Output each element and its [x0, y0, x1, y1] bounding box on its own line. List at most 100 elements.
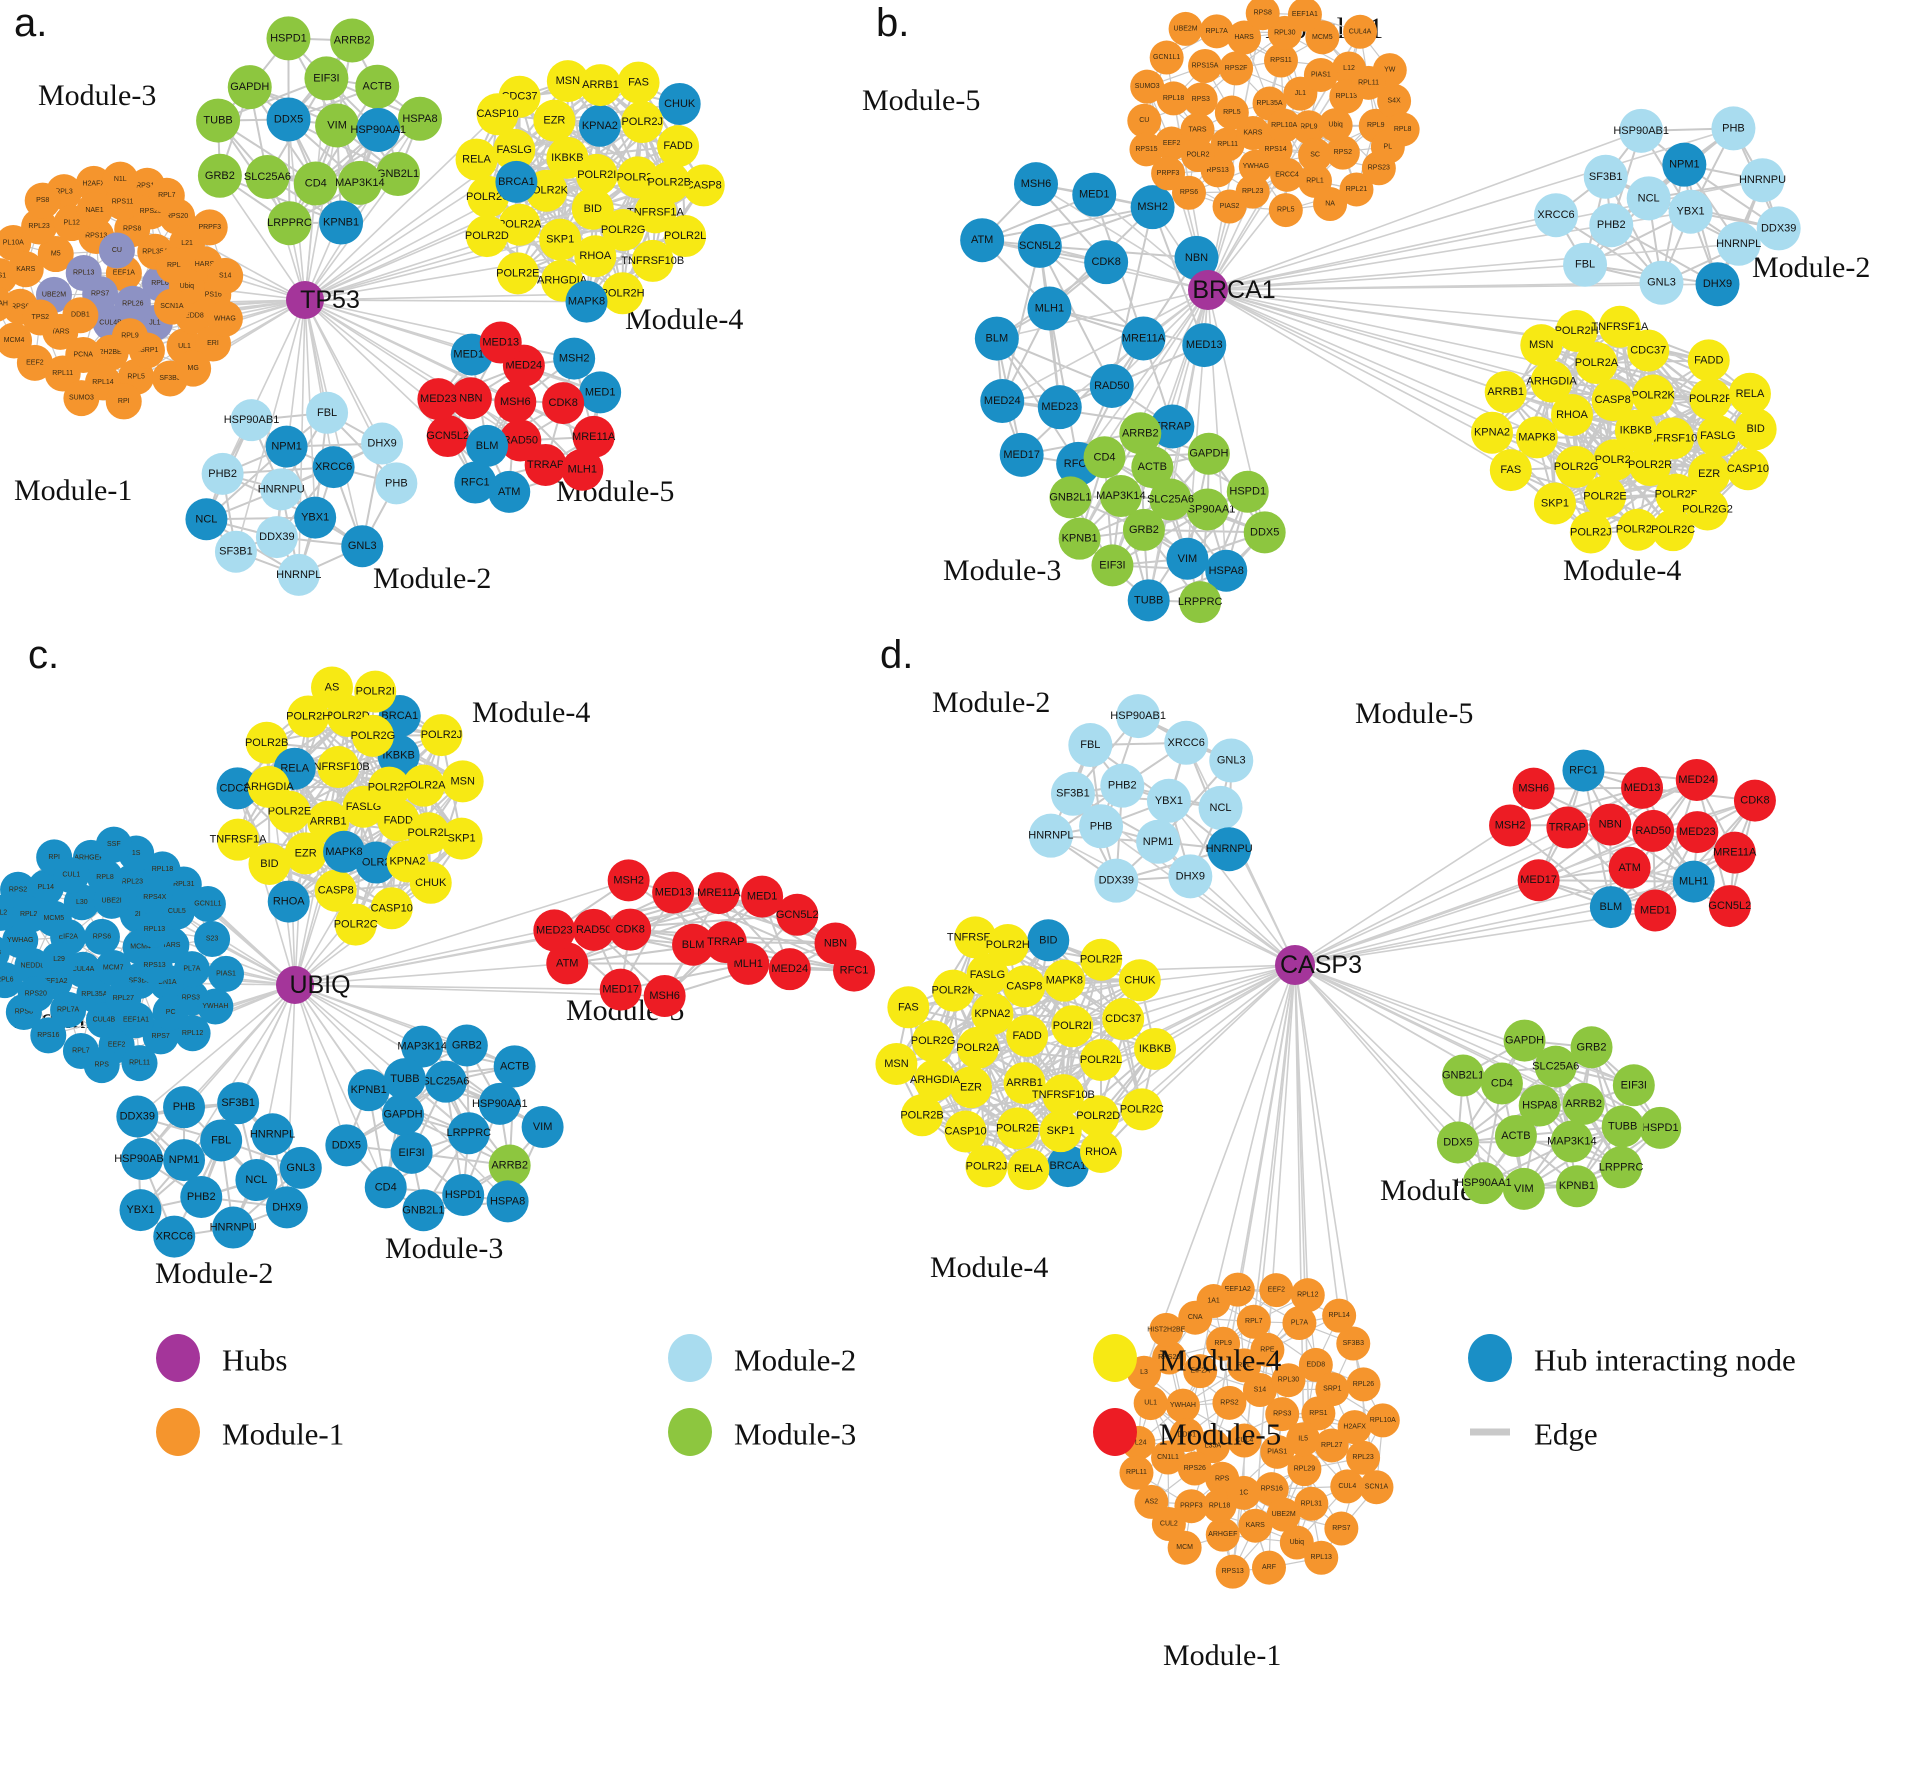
node-circle[interactable]: [76, 192, 113, 229]
node-circle[interactable]: [1209, 738, 1254, 783]
node-circle[interactable]: [341, 525, 384, 568]
node-circle[interactable]: [1619, 108, 1664, 153]
node-circle[interactable]: [1149, 478, 1192, 521]
network-node[interactable]: MSH2: [1489, 804, 1532, 847]
node-circle[interactable]: [574, 235, 617, 278]
network-node[interactable]: RPS3: [1183, 82, 1218, 117]
network-node[interactable]: EEF1A1: [1287, 0, 1322, 32]
node-circle[interactable]: [62, 297, 99, 334]
node-circle[interactable]: [30, 1017, 67, 1054]
network-node[interactable]: MSH2: [1130, 185, 1175, 230]
node-circle[interactable]: [111, 318, 148, 355]
network-node[interactable]: WHAG: [206, 300, 243, 337]
node-circle[interactable]: [75, 165, 112, 202]
network-node[interactable]: RPL9: [111, 318, 148, 355]
node-circle[interactable]: [1298, 137, 1333, 172]
network-node[interactable]: HSPD1: [1639, 1106, 1682, 1149]
node-circle[interactable]: [1533, 482, 1576, 525]
node-circle[interactable]: [1480, 1062, 1523, 1105]
network-node[interactable]: PHB2: [1589, 203, 1634, 248]
network-node[interactable]: POLR2: [1181, 138, 1216, 173]
network-node[interactable]: DDX5: [325, 1124, 368, 1167]
network-node[interactable]: GNB2L1: [402, 1189, 445, 1232]
node-circle[interactable]: [1555, 1165, 1598, 1208]
network-node[interactable]: PIAS1: [208, 955, 245, 992]
network-node[interactable]: GCN1L1: [1149, 40, 1184, 75]
network-node[interactable]: RHOA: [1551, 393, 1594, 436]
network-node[interactable]: RPL26: [114, 285, 151, 322]
network-node[interactable]: POLR2F: [1689, 378, 1732, 421]
node-circle[interactable]: [1003, 1062, 1046, 1105]
node-circle[interactable]: [1600, 1146, 1643, 1189]
node-circle[interactable]: [121, 1137, 164, 1180]
network-node[interactable]: PHB: [375, 462, 418, 505]
network-node[interactable]: POLR2B: [245, 721, 288, 764]
node-circle[interactable]: [1598, 305, 1641, 348]
node-circle[interactable]: [495, 160, 538, 203]
network-node[interactable]: BRCA1: [495, 160, 538, 203]
node-circle[interactable]: [114, 285, 151, 322]
network-node[interactable]: ATM: [488, 470, 531, 513]
network-node[interactable]: CASP8: [314, 869, 357, 912]
network-node[interactable]: FAS: [887, 986, 930, 1029]
network-node[interactable]: MCM4: [0, 322, 33, 359]
node-circle[interactable]: [153, 288, 190, 325]
network-node[interactable]: GRB2: [1122, 508, 1165, 551]
node-circle[interactable]: [579, 64, 622, 107]
network-node[interactable]: GAPDH: [1187, 432, 1230, 475]
node-circle[interactable]: [207, 257, 244, 294]
network-node[interactable]: POLR2K: [1631, 374, 1676, 417]
network-node[interactable]: RPS20: [1152, 1340, 1187, 1375]
network-node[interactable]: SUMO3: [63, 380, 100, 417]
node-circle[interactable]: [1627, 329, 1670, 372]
node-circle[interactable]: [1563, 242, 1608, 287]
node-circle[interactable]: [1591, 379, 1634, 422]
network-node[interactable]: SF3B1: [214, 530, 257, 573]
network-node[interactable]: RPS11: [1263, 43, 1298, 78]
node-circle[interactable]: [208, 955, 245, 992]
node-circle[interactable]: [1676, 811, 1719, 854]
node-circle[interactable]: [163, 1139, 206, 1182]
node-circle[interactable]: [354, 670, 397, 713]
network-node[interactable]: ARF: [1251, 1550, 1286, 1585]
node-circle[interactable]: [1330, 1469, 1365, 1504]
node-circle[interactable]: [83, 1047, 120, 1084]
node-circle[interactable]: [572, 908, 615, 951]
node-circle[interactable]: [1270, 157, 1305, 192]
node-circle[interactable]: [217, 818, 260, 861]
network-node[interactable]: CHUK: [1118, 959, 1161, 1002]
network-node[interactable]: POLR2D: [1616, 508, 1660, 551]
network-node[interactable]: PHB: [163, 1086, 206, 1129]
node-circle[interactable]: [1287, 0, 1322, 32]
network-node[interactable]: PHB2: [1100, 763, 1145, 808]
node-circle[interactable]: [255, 516, 298, 559]
node-circle[interactable]: [1313, 187, 1348, 222]
node-circle[interactable]: [621, 101, 664, 144]
network-node[interactable]: GAPDH: [382, 1093, 425, 1136]
network-node[interactable]: SCN1A: [153, 288, 190, 325]
network-node[interactable]: PIAS1: [1303, 57, 1338, 92]
network-node[interactable]: POLR2A: [956, 1026, 1000, 1069]
node-circle[interactable]: [102, 161, 139, 198]
network-node[interactable]: TUBB: [196, 98, 241, 143]
hub-circle[interactable]: [276, 966, 314, 1004]
network-node[interactable]: SKP1: [1533, 482, 1576, 525]
network-node[interactable]: RFC1: [1562, 749, 1605, 792]
node-circle[interactable]: [1151, 156, 1186, 191]
network-node[interactable]: FAS: [617, 61, 660, 104]
network-node[interactable]: GAPDH: [227, 65, 272, 110]
node-circle[interactable]: [1037, 385, 1082, 430]
network-node[interactable]: 1C: [1226, 1475, 1261, 1510]
network-node[interactable]: SSF: [95, 826, 132, 863]
network-node[interactable]: LRPPRC: [267, 201, 312, 246]
network-node[interactable]: SLC25A6: [422, 1060, 469, 1103]
node-circle[interactable]: [539, 218, 582, 261]
node-circle[interactable]: [1017, 223, 1062, 268]
node-circle[interactable]: [1279, 1525, 1314, 1560]
node-circle[interactable]: [546, 942, 589, 985]
node-circle[interactable]: [180, 1176, 223, 1219]
node-circle[interactable]: [657, 125, 700, 168]
node-circle[interactable]: [1675, 758, 1718, 801]
network-node[interactable]: RAD50: [572, 908, 615, 951]
network-node[interactable]: CASP10: [371, 887, 413, 930]
